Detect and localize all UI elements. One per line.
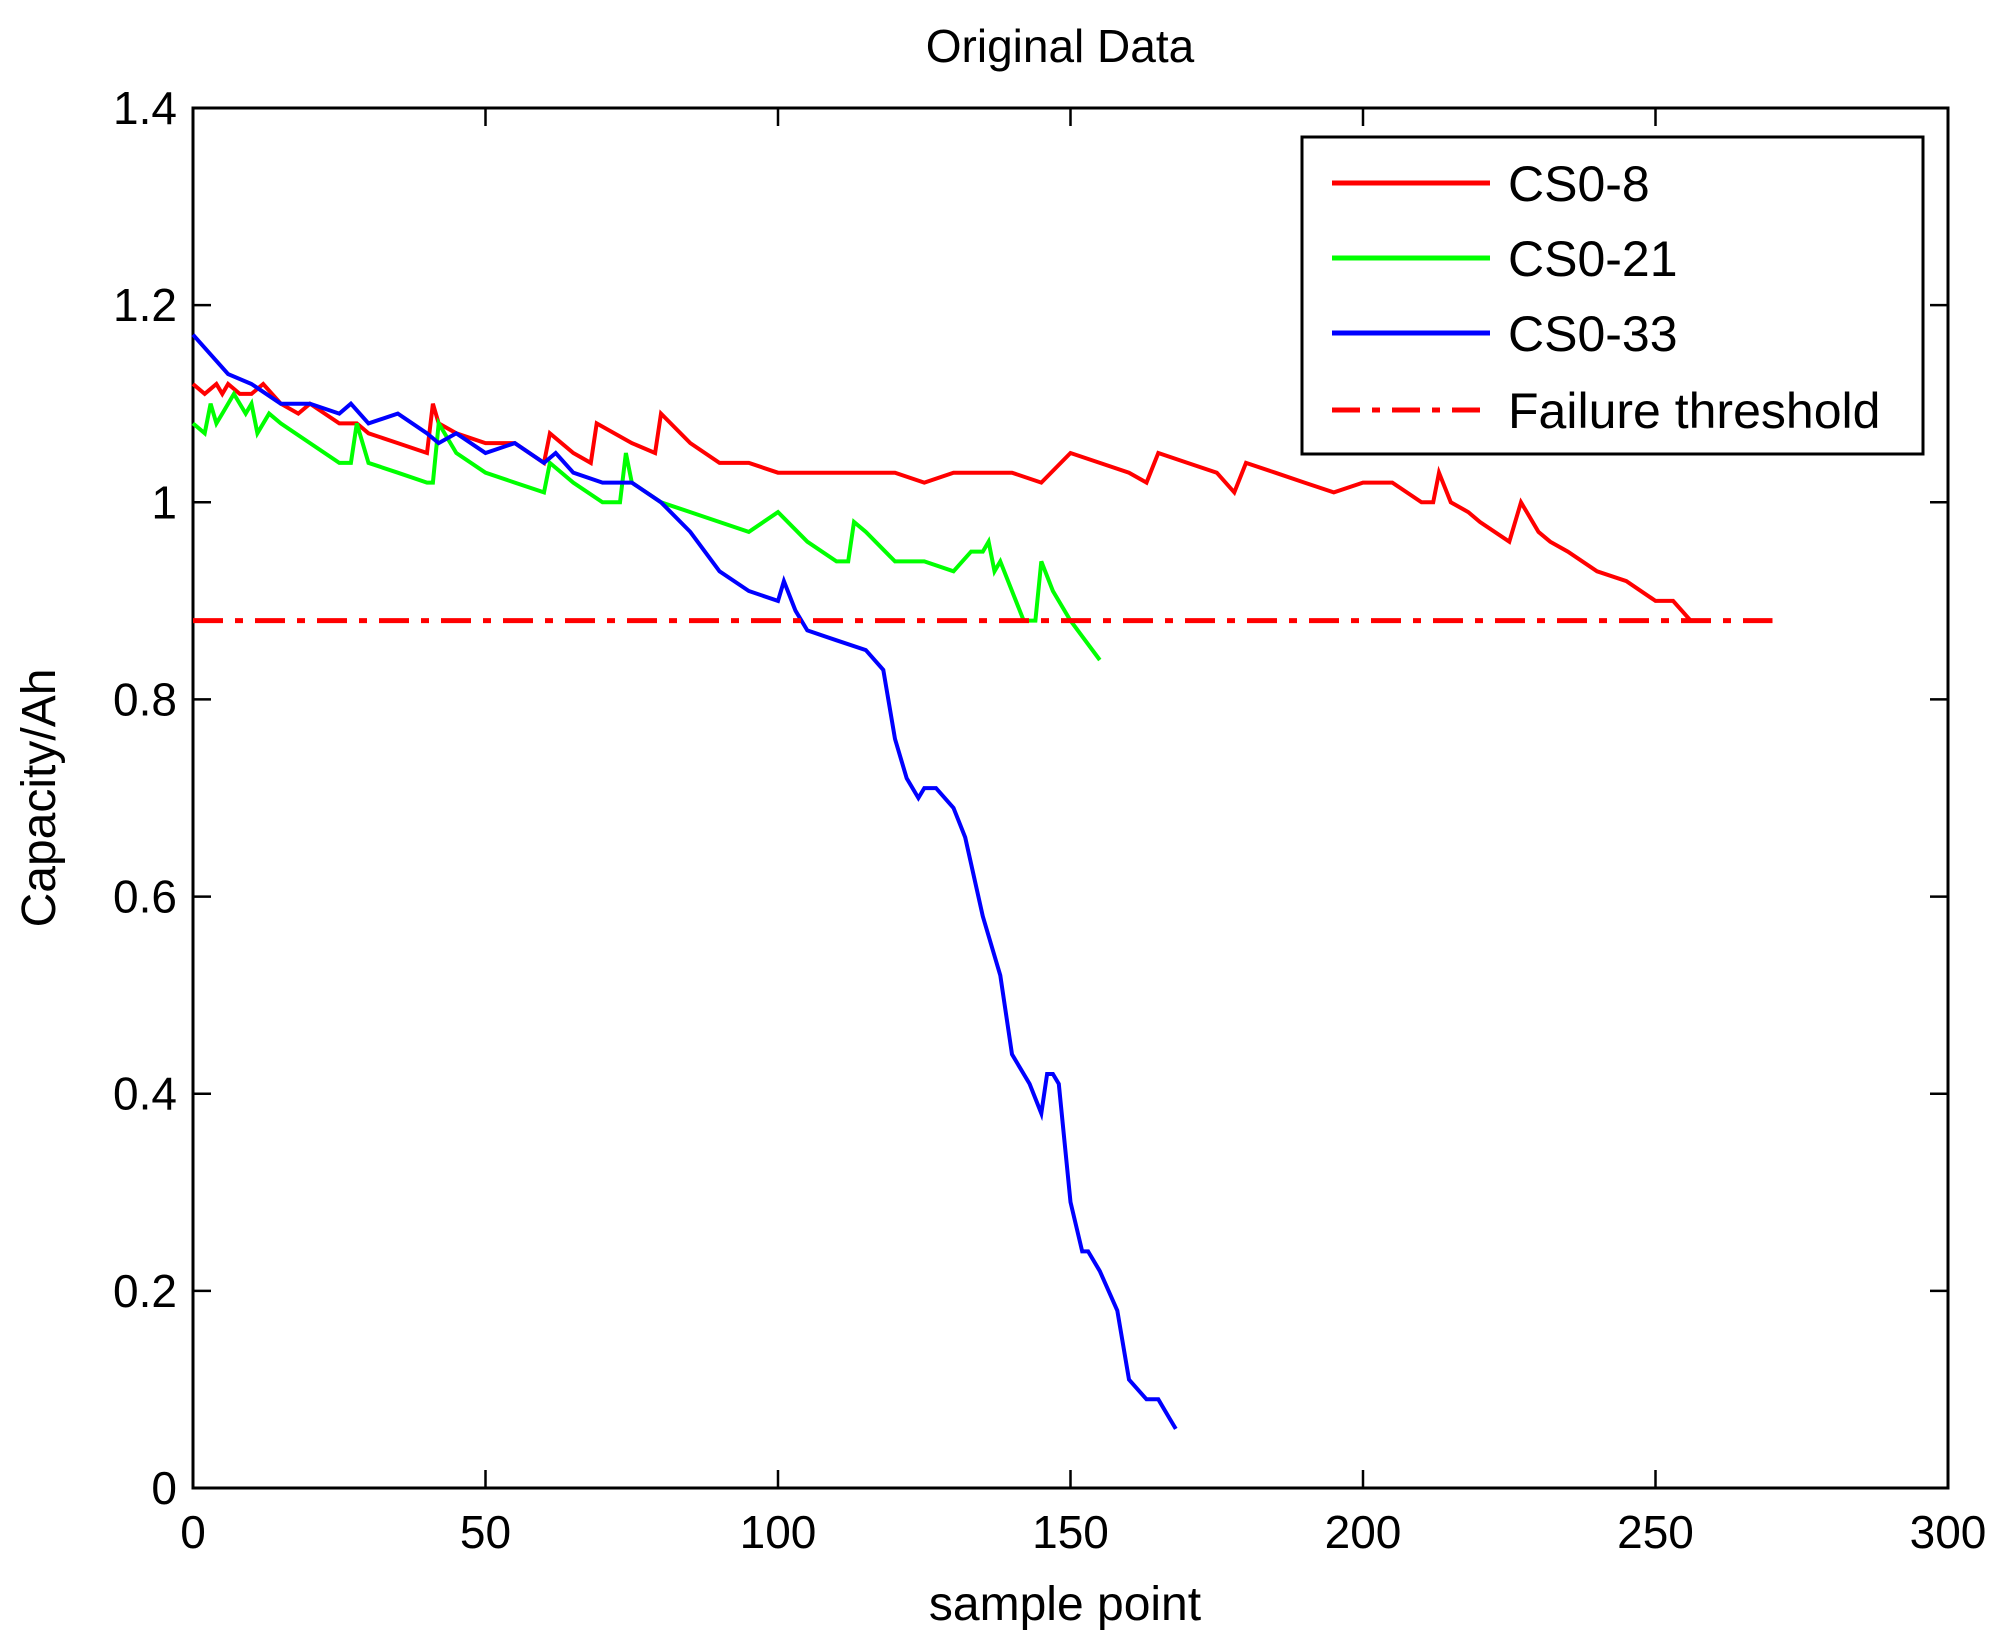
x-tick-label: 100: [740, 1506, 817, 1558]
y-tick-label: 0.2: [113, 1265, 177, 1317]
legend-label: Failure threshold: [1508, 383, 1880, 439]
y-tick-label: 1.2: [113, 279, 177, 331]
legend-label: CS0-33: [1508, 306, 1678, 362]
x-tick-label: 0: [180, 1506, 206, 1558]
y-tick-label: 0.8: [113, 673, 177, 725]
x-tick-label: 50: [460, 1506, 511, 1558]
legend-label: CS0-21: [1508, 231, 1678, 287]
series-line-cs0-21: [191, 389, 1102, 662]
series-line-cs0-8: [191, 380, 1693, 622]
x-axis-title: sample point: [929, 1578, 1201, 1631]
legend-label: CS0-8: [1508, 156, 1650, 212]
y-tick-label: 0.6: [113, 871, 177, 923]
series-layer: [191, 333, 1773, 1430]
chart-title: Original Data: [926, 20, 1195, 72]
axis-ticks: 0 50 100 150 200 250 300 0 0.2 0.4 0.6 0.8 1 1.2 1.4: [113, 82, 1986, 1558]
y-tick-label: 0: [151, 1462, 177, 1514]
legend: CS0-8 CS0-21 CS0-33 Failure threshold: [1300, 135, 1925, 456]
legend-box: [1300, 135, 1925, 456]
series-line-cs0-33: [191, 333, 1178, 1430]
y-axis-title: Capacity/Ah: [13, 669, 66, 928]
x-tick-label: 250: [1617, 1506, 1694, 1558]
x-tick-label: 300: [1910, 1506, 1987, 1558]
y-tick-label: 1: [151, 476, 177, 528]
y-tick-label: 1.4: [113, 82, 177, 134]
x-tick-label: 200: [1325, 1506, 1402, 1558]
y-tick-label: 0.4: [113, 1068, 177, 1120]
x-tick-label: 150: [1032, 1506, 1109, 1558]
